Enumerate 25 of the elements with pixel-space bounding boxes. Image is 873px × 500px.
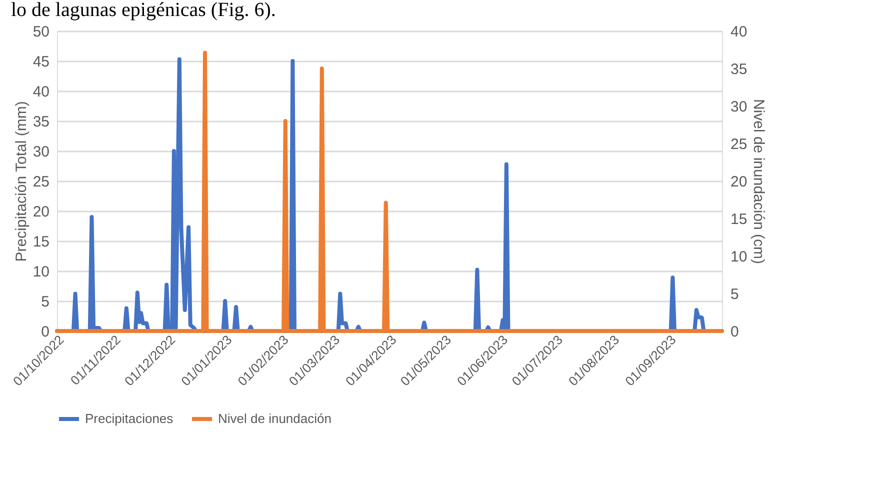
legend-label: Nivel de inundación [218,411,332,426]
y-axis-title: Precipitación Total (mm) [12,101,30,262]
y-tick-label: 10 [32,264,50,280]
y-tick-label: 40 [32,84,50,100]
y-tick-label: 30 [32,144,50,160]
y-tick-label: 50 [32,24,50,40]
y-tick-label: 25 [32,174,50,190]
y-tick-label: 35 [32,114,50,130]
y-tick-label: 45 [32,54,50,70]
y2-tick-label: 0 [730,324,739,340]
y2-tick-label: 5 [730,286,739,303]
y-tick-label: 15 [32,234,50,250]
legend-label: Precipitaciones [85,411,174,426]
y2-tick-label: 40 [730,24,748,40]
text: lo de lagunas epigénicas (Fig. 6). [10,0,276,21]
y2-axis-title: Nivel de inundación (cm) [750,98,768,264]
y2-tick-label: 25 [730,136,748,153]
y-tick-label: 20 [32,204,50,220]
y2-tick-label: 20 [730,174,748,190]
y-tick-label: 0 [41,324,50,340]
y2-tick-label: 35 [730,61,748,78]
y2-tick-label: 30 [730,98,748,116]
y2-tick-label: 10 [730,248,748,266]
y2-tick-label: 15 [730,211,748,228]
y-tick-label: 5 [41,294,50,310]
